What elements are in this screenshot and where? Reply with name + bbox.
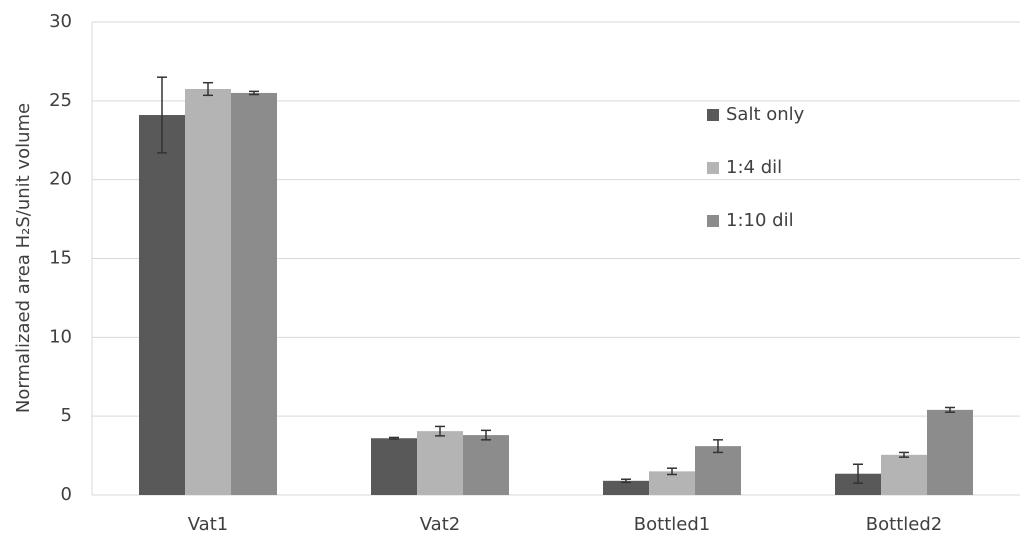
legend-label: Salt only [726, 104, 805, 125]
bar [835, 473, 881, 495]
y-tick-label: 15 [49, 248, 72, 269]
error-bar [713, 439, 723, 454]
y-tick-label: 30 [49, 11, 72, 32]
bar [463, 435, 509, 495]
bar [417, 431, 463, 495]
legend-label: 1:4 dil [726, 157, 782, 178]
bar [927, 409, 973, 495]
legend-label: 1:10 dil [726, 210, 794, 231]
y-tick-label: 20 [49, 169, 72, 190]
y-tick-label: 25 [49, 90, 72, 111]
error-bar [667, 467, 677, 476]
error-bar [249, 90, 259, 96]
x-tick-label: Vat2 [420, 514, 460, 535]
y-tick-label: 0 [61, 484, 72, 505]
error-bar [621, 478, 631, 484]
legend-swatch [707, 162, 719, 174]
x-tick-label: Bottled2 [866, 514, 942, 535]
y-tick-label: 10 [49, 326, 72, 347]
bar [649, 471, 695, 495]
bar [603, 480, 649, 495]
legend-swatch [707, 215, 719, 227]
error-bar [481, 429, 491, 441]
error-bar [945, 406, 955, 413]
bar [881, 454, 927, 495]
legend-swatch [707, 109, 719, 121]
bar [371, 438, 417, 495]
error-bar [389, 436, 399, 440]
bar [185, 89, 231, 495]
bar [231, 92, 277, 495]
error-bar [203, 81, 213, 97]
error-bar [435, 425, 445, 437]
x-tick-label: Vat1 [188, 514, 228, 535]
bar [695, 446, 741, 495]
error-bar [899, 451, 909, 458]
y-axis-label: Normalizaed area H₂S/unit volume [13, 103, 34, 413]
bar [139, 115, 185, 496]
error-bar [853, 463, 863, 484]
x-tick-label: Bottled1 [634, 514, 710, 535]
y-tick-label: 5 [61, 405, 72, 426]
error-bar [157, 76, 167, 154]
